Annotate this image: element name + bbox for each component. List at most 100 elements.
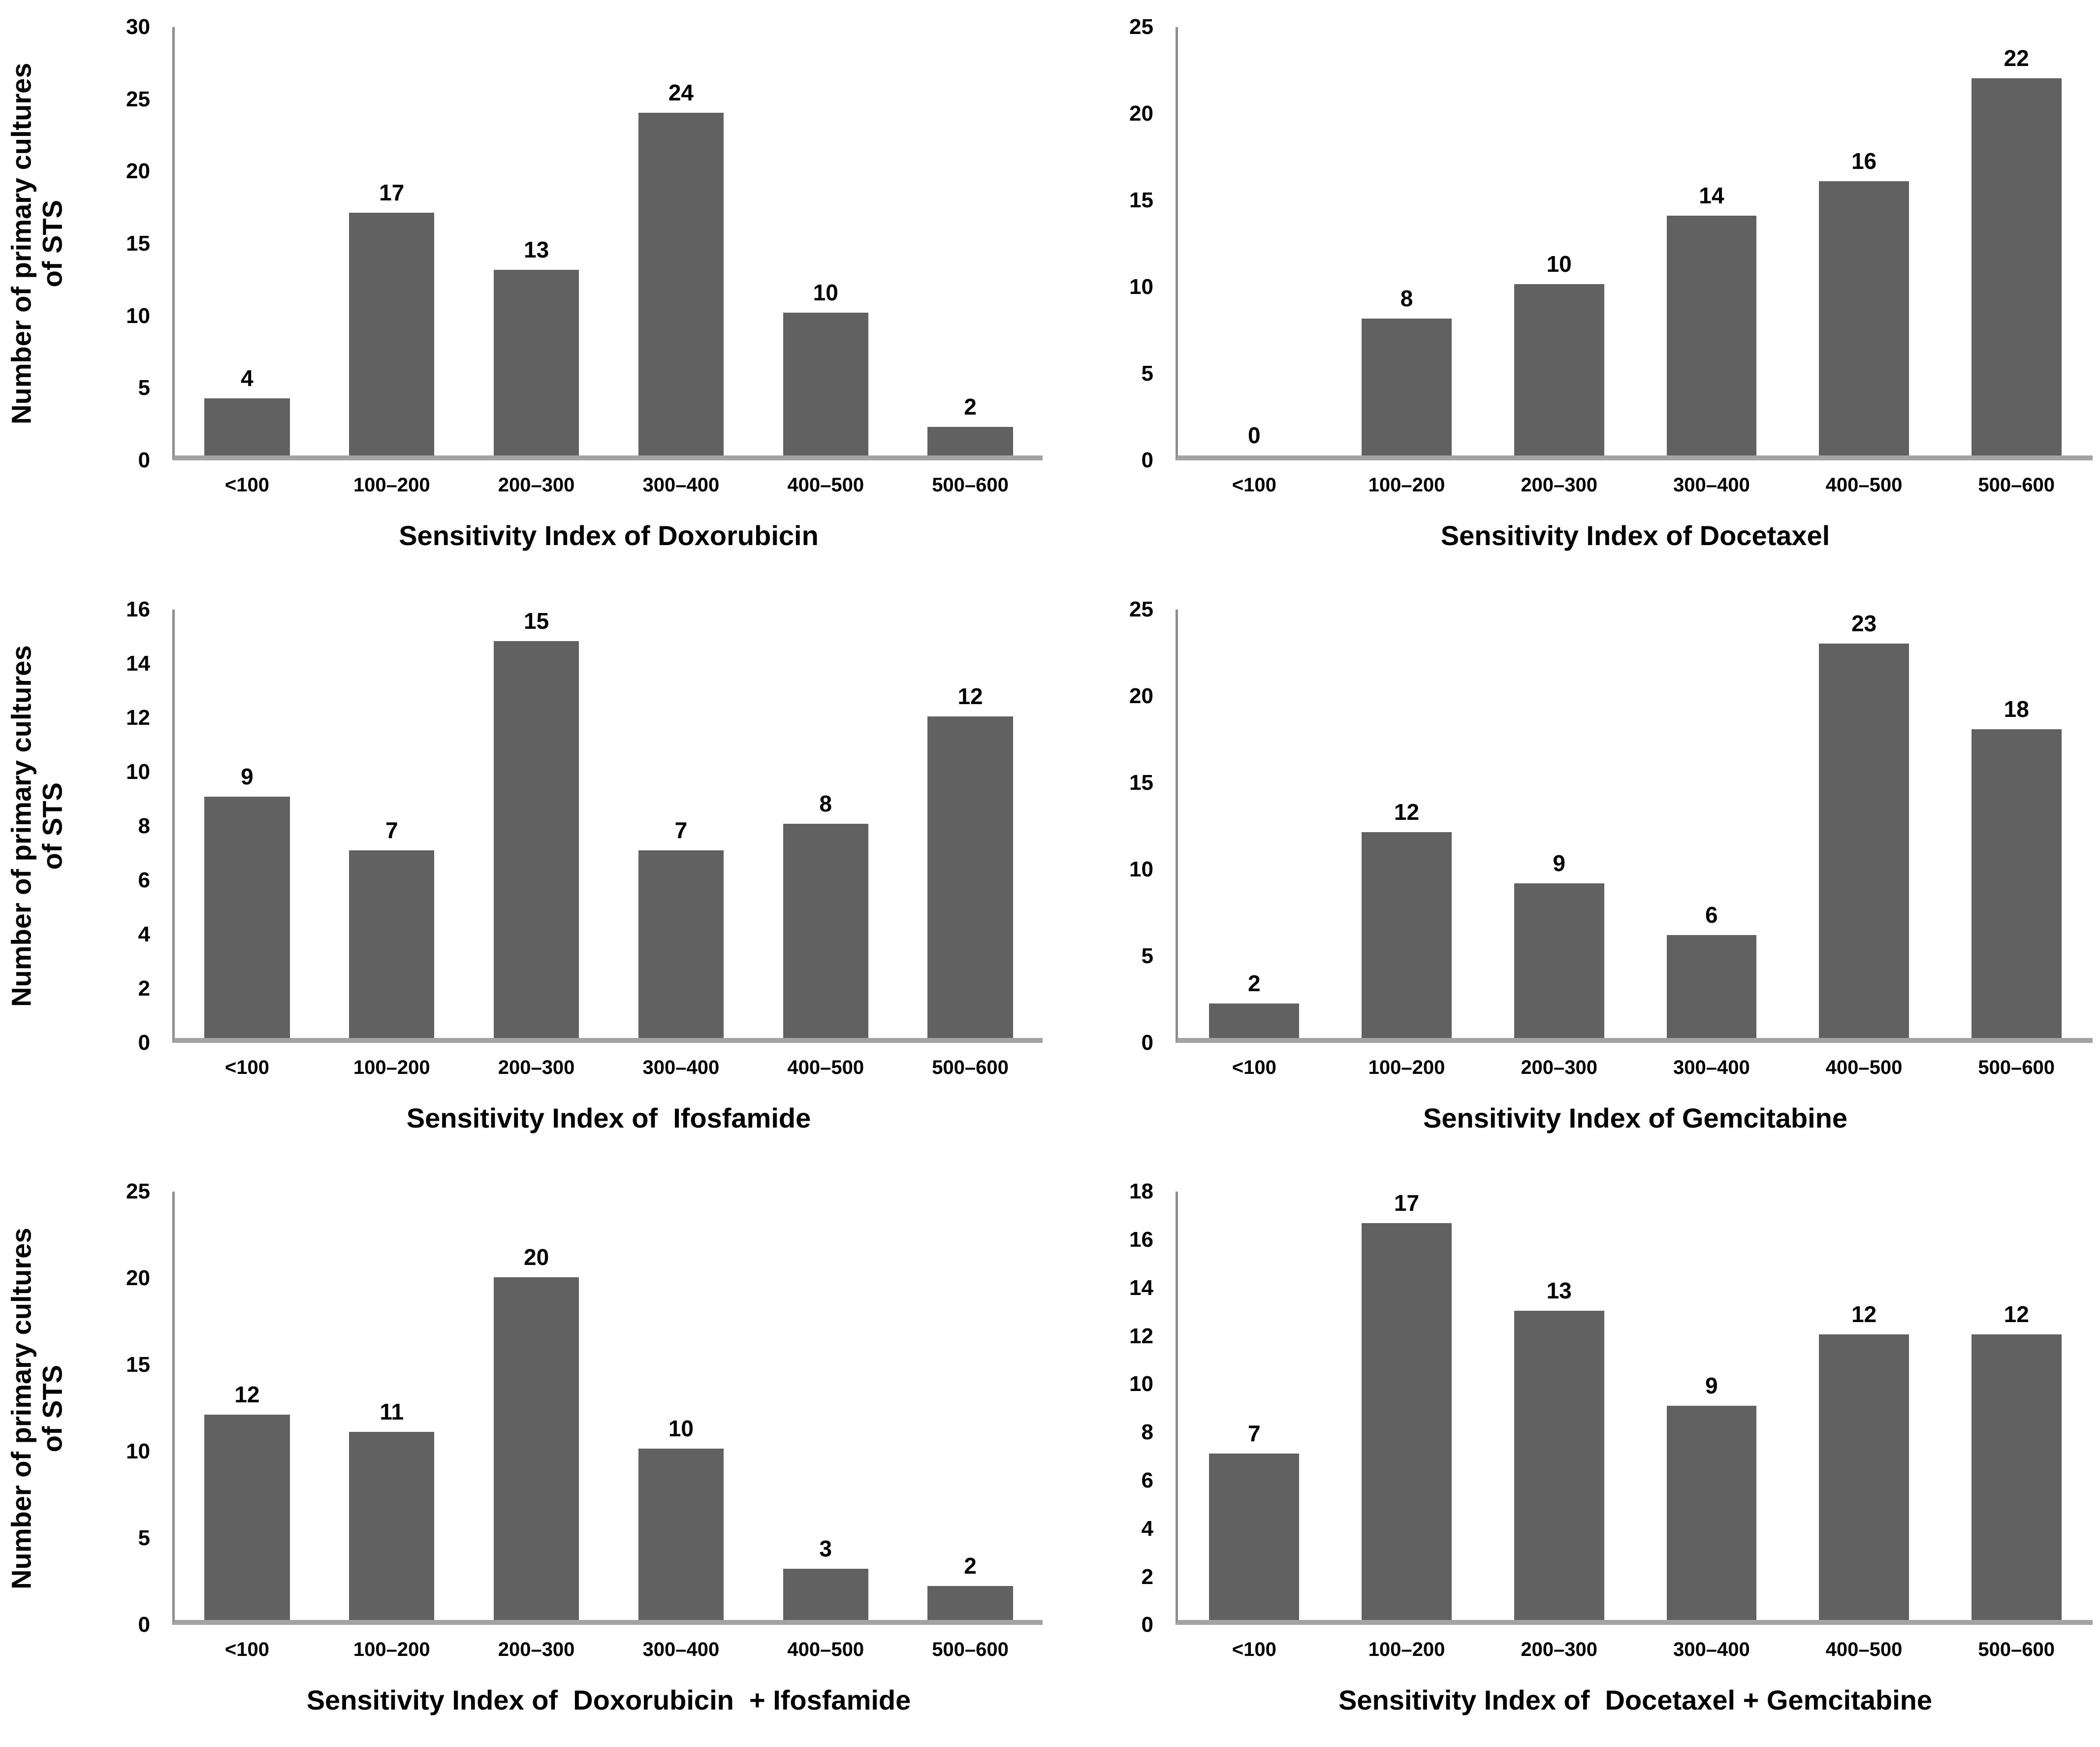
bar: [1362, 832, 1452, 1038]
y-axis-ticks: 0 5 10 15 20 25: [74, 1181, 172, 1636]
y-tick-label: 18: [1129, 1179, 1153, 1204]
bar-value-label: 7: [1248, 1421, 1261, 1446]
bar-value-label: 16: [1851, 148, 1877, 174]
bar-slot: 10: [1483, 27, 1635, 455]
bar: [783, 1568, 868, 1620]
x-tick-label: 300–400: [642, 474, 720, 496]
bar-slot: 8: [1331, 27, 1483, 455]
y-axis-title-column: Number of primary cultures of STS: [0, 27, 74, 460]
x-tick-label: 200–300: [498, 1639, 575, 1661]
y-axis-ticks: 0 2 4 6 8 10 12 14 16 18: [1077, 1181, 1176, 1636]
bar-value-label: 0: [1248, 422, 1261, 448]
x-tick-label: 100–200: [353, 1056, 430, 1078]
bar-value-label: 10: [1546, 251, 1572, 277]
y-tick-label: 30: [126, 15, 150, 39]
y-tick-label: 5: [138, 376, 150, 400]
y-tick-label: 8: [1141, 1420, 1153, 1445]
bar-slot: 12: [1788, 1192, 1941, 1620]
y-axis-title: Number of primary cultures of STS: [5, 63, 67, 425]
y-tick-label: 4: [138, 922, 150, 946]
bar-slot: 15: [464, 610, 609, 1038]
bar-slot: 2: [898, 1192, 1043, 1620]
chart-body: 0 5 10 15 20 25 30 4 17 13 24 10 2 <100 100–200 200–300…: [74, 0, 1050, 582]
bar-slot: 3: [753, 1192, 898, 1620]
y-tick-label: 25: [126, 87, 150, 111]
x-tick-label: 100–200: [353, 1639, 430, 1661]
bar-slot: 18: [1940, 610, 2093, 1038]
bar-value-label: 8: [1400, 285, 1413, 311]
x-axis-title: Sensitivity Index of Doxorubicin + Ifosf…: [306, 1684, 911, 1716]
bar-value-label: 11: [380, 1398, 404, 1424]
bar-value-label: 20: [523, 1244, 549, 1270]
plot-area: 0 8 10 14 16 22: [1176, 27, 2093, 460]
bar-slot: 9: [1483, 610, 1635, 1038]
bar: [1971, 729, 2062, 1038]
x-tick-label: 400–500: [1825, 1639, 1903, 1661]
y-axis-ticks: 0 5 10 15 20 25 30: [74, 16, 172, 471]
bar-slot: 11: [319, 1192, 464, 1620]
y-tick-label: 0: [138, 448, 150, 472]
bar: [1362, 1223, 1452, 1620]
y-tick-label: 25: [1129, 15, 1153, 39]
bar-slot: 4: [175, 27, 319, 455]
bar: [638, 1449, 724, 1620]
y-axis-title: Number of primary cultures of STS: [5, 645, 67, 1007]
x-tick-label: <100: [224, 474, 269, 496]
plot-area: 4 17 13 24 10 2: [172, 27, 1043, 460]
bar: [1514, 883, 1604, 1038]
x-tick-label: <100: [1232, 1639, 1276, 1661]
chart-body: 0 5 10 15 20 25 2 12 9 6 23 18 <100 100–200 200–300 300…: [1077, 582, 2100, 1165]
chart-body: 0 5 10 15 20 25 0 8 10 14 16 22 <100 100–200 200–300 30…: [1077, 0, 2100, 582]
bar: [927, 1585, 1013, 1620]
bar-value-label: 10: [813, 280, 838, 306]
bar-value-label: 8: [819, 790, 832, 816]
bar-slot: 14: [1635, 27, 1788, 455]
bar: [1971, 78, 2062, 455]
bar: [1209, 1003, 1300, 1038]
bar: [1666, 1406, 1757, 1620]
bar: [349, 1431, 435, 1620]
x-tick-label: 200–300: [1521, 1056, 1598, 1078]
y-tick-label: 20: [1129, 683, 1153, 708]
bar-value-label: 2: [1248, 971, 1261, 997]
bar-value-label: 9: [1553, 850, 1565, 876]
y-tick-label: 5: [138, 1526, 150, 1551]
y-tick-label: 6: [1141, 1468, 1153, 1492]
bar-slot: 17: [1331, 1192, 1483, 1620]
y-tick-label: 0: [138, 1030, 150, 1055]
y-tick-label: 6: [138, 868, 150, 892]
bar-value-label: 4: [241, 365, 254, 391]
x-axis-title: Sensitivity Index of Docetaxel: [1440, 520, 1830, 551]
bar-slot: 16: [1788, 27, 1941, 455]
bar-value-label: 14: [1699, 182, 1724, 208]
x-tick-label: 500–600: [1978, 1056, 2055, 1078]
y-tick-label: 15: [1129, 770, 1153, 795]
bar: [927, 427, 1013, 455]
bar-slot: 12: [1940, 1192, 2093, 1620]
bar-chart-panel: Number of primary cultures of STS 0 5 10 15 2…: [0, 0, 1050, 582]
y-axis-ticks: 0 2 4 6 8 10 12 14 16: [74, 598, 172, 1053]
x-tick-label: 300–400: [1673, 474, 1750, 496]
y-tick-label: 16: [126, 597, 150, 621]
bar-value-label: 15: [523, 608, 549, 634]
bar-value-label: 18: [2004, 696, 2029, 722]
x-tick-label: 200–300: [1521, 474, 1598, 496]
x-tick-label: 500–600: [1978, 1639, 2055, 1661]
bar-slot: 12: [1331, 610, 1483, 1038]
plot-area: 12 11 20 10 3 2: [172, 1192, 1043, 1625]
y-tick-label: 8: [138, 813, 150, 838]
x-axis-title: Sensitivity Index of Gemcitabine: [1423, 1102, 1847, 1133]
bar-value-label: 12: [1394, 799, 1420, 825]
bar-slot: 6: [1635, 610, 1788, 1038]
bar: [493, 641, 579, 1038]
bar-slot: 7: [319, 610, 464, 1038]
bar-value-label: 10: [668, 1416, 694, 1442]
y-tick-label: 10: [1129, 857, 1153, 881]
bar: [1209, 1454, 1300, 1620]
bar-value-label: 13: [523, 237, 549, 262]
bar: [1514, 1311, 1604, 1620]
bar-slot: 0: [1178, 27, 1331, 455]
x-tick-label: 100–200: [1368, 474, 1445, 496]
bar: [1666, 215, 1757, 455]
bar: [1666, 935, 1757, 1038]
